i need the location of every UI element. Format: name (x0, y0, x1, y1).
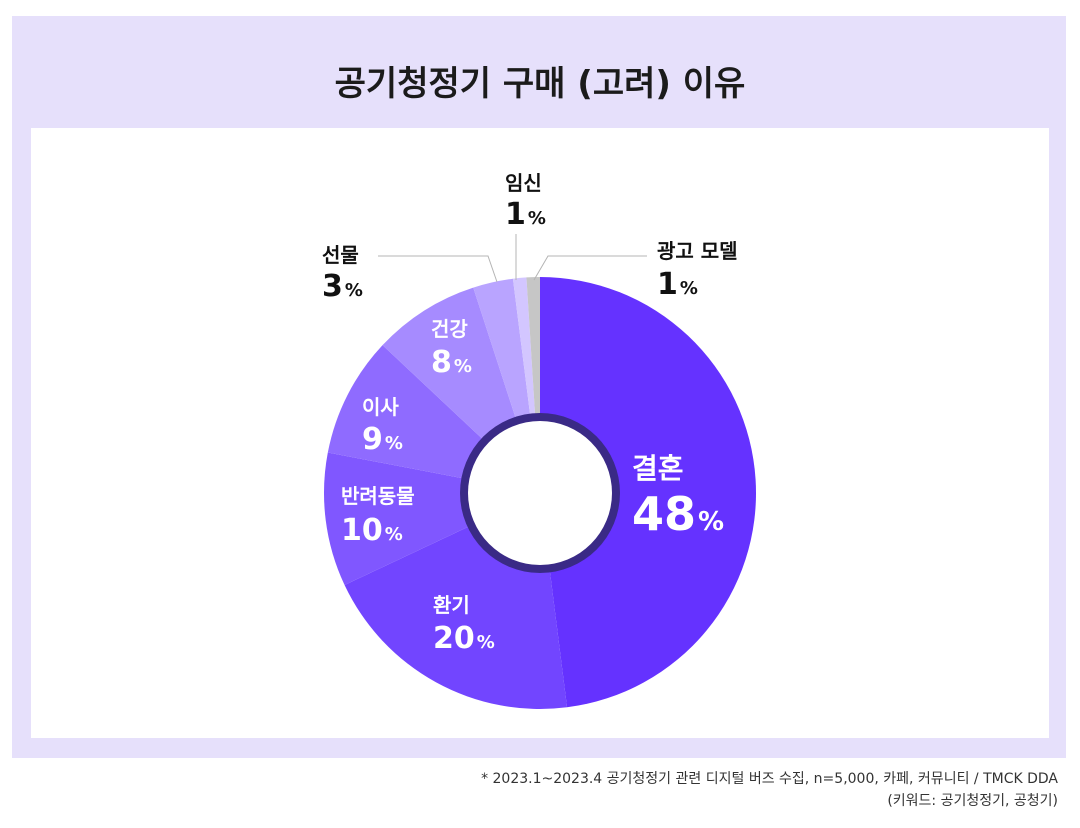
footnote-keywords: (키워드: 공기청정기, 공청기) (887, 793, 1058, 809)
slice-value-2: 20% (433, 621, 495, 656)
slice-value-8: 1% (657, 267, 698, 302)
chart-title: 공기청정기 구매 (고려) 이유 (334, 64, 746, 104)
leader-line-6 (378, 255, 498, 283)
slice-label-6: 선물 (322, 243, 359, 267)
slice-value-1: 48% (632, 487, 724, 541)
slice-label-7: 임신 (505, 171, 542, 195)
footnote: * 2023.1~2023.4 공기청정기 관련 디지털 버즈 수집, n=5,… (481, 768, 1058, 812)
slice-label-2: 환기 (433, 593, 470, 617)
slice-value-3: 10% (341, 513, 403, 548)
slice-value-7: 1% (505, 197, 546, 232)
slice-label-5: 건강 (431, 317, 468, 341)
slice-value-4: 9% (362, 422, 403, 457)
slice-value-6: 3% (322, 269, 363, 304)
slice-label-4: 이사 (362, 395, 399, 419)
footnote-source: * 2023.1~2023.4 공기청정기 관련 디지털 버즈 수집, n=5,… (481, 771, 1058, 787)
donut-hole (468, 421, 612, 565)
leader-line-8 (533, 255, 647, 281)
slice-label-8: 광고 모델 (657, 239, 738, 263)
slice-value-5: 8% (431, 345, 472, 380)
slice-label-1: 결혼 (632, 452, 684, 485)
pie-slice-1 (540, 277, 756, 708)
slice-label-3: 반려동물 (341, 484, 415, 508)
